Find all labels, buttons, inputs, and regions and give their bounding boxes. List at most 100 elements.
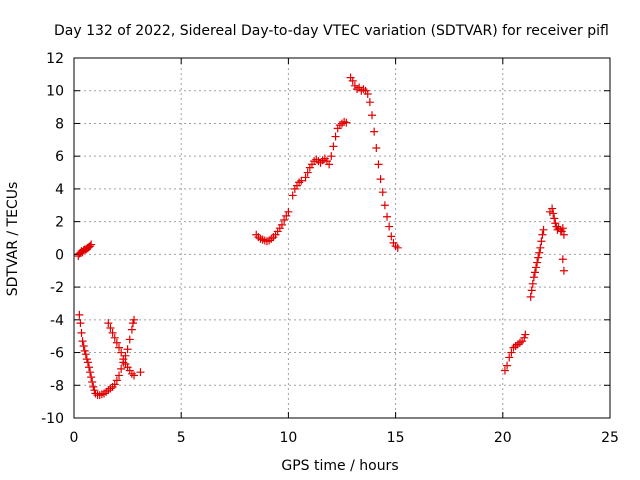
data-point	[393, 243, 402, 252]
data-point	[558, 224, 567, 233]
data-point	[380, 201, 389, 210]
data-point	[87, 373, 96, 382]
x-tick-label: 5	[177, 430, 186, 446]
data-point	[130, 315, 139, 324]
data-point	[331, 132, 340, 141]
data-point	[363, 90, 372, 98]
x-tick-label: 0	[70, 430, 79, 446]
data-point	[529, 273, 538, 282]
data-point	[558, 255, 567, 264]
data-point	[549, 209, 558, 218]
data-point	[85, 363, 94, 372]
data-point	[81, 350, 90, 359]
data-point	[530, 268, 539, 277]
x-axis-label: GPS time / hours	[281, 458, 398, 474]
plot-border	[73, 57, 611, 419]
data-point	[284, 207, 293, 216]
data-point	[115, 343, 124, 352]
y-tick-label: 2	[55, 215, 64, 231]
data-point	[128, 319, 137, 328]
data-point	[86, 242, 95, 251]
data-point	[532, 263, 541, 272]
y-tick-label: -10	[41, 411, 64, 427]
data-point	[385, 222, 394, 231]
data-point	[548, 204, 557, 213]
data-point	[365, 98, 374, 107]
y-tick-label: 10	[46, 84, 64, 100]
y-tick-label: 12	[46, 51, 64, 67]
data-point	[108, 328, 117, 337]
data-point	[559, 230, 568, 239]
data-point	[77, 328, 86, 337]
data-point	[374, 160, 383, 169]
data-point	[301, 173, 310, 182]
data-point	[387, 232, 396, 241]
data-point	[378, 188, 387, 197]
data-point	[87, 240, 96, 249]
data-point	[536, 243, 545, 252]
data-point	[89, 382, 98, 391]
data-point	[505, 353, 514, 362]
data-point	[106, 324, 115, 332]
data-point	[370, 127, 379, 136]
data-point	[520, 333, 529, 342]
data-point	[86, 368, 95, 377]
chart-title: Day 132 of 2022, Sidereal Day-to-day VTE…	[54, 23, 609, 39]
data-point	[117, 364, 126, 373]
data-point	[348, 76, 357, 85]
data-point	[78, 337, 87, 346]
data-point	[368, 111, 377, 120]
plot-frame	[73, 57, 611, 419]
y-tick-label: 4	[55, 182, 64, 198]
data-point	[526, 292, 535, 301]
data-point	[383, 212, 392, 221]
data-point	[297, 176, 306, 185]
data-point	[527, 286, 536, 295]
y-tick-label: 0	[55, 247, 64, 263]
data-point	[282, 211, 291, 220]
y-tick-label: -8	[50, 378, 64, 394]
data-points	[74, 73, 568, 400]
data-point	[76, 319, 85, 328]
data-point	[119, 355, 128, 364]
data-point	[88, 378, 97, 386]
data-point	[117, 348, 126, 357]
data-point	[80, 346, 89, 355]
data-point	[372, 144, 381, 152]
y-tick-label: -4	[50, 313, 64, 329]
data-point	[559, 266, 568, 275]
x-tick-label: 25	[601, 430, 619, 446]
data-point	[110, 333, 119, 342]
data-point	[123, 345, 132, 354]
data-point	[507, 348, 516, 357]
data-point	[104, 319, 113, 328]
y-tick-label: -2	[50, 280, 64, 296]
data-point	[538, 230, 547, 239]
data-point	[90, 386, 99, 395]
data-point	[75, 310, 84, 319]
data-point	[130, 371, 139, 380]
data-point	[83, 358, 92, 367]
data-point	[110, 380, 119, 389]
y-axis-label: SDTVAR / TECUs	[5, 182, 21, 297]
data-point	[329, 142, 338, 151]
x-axis-ticks: 0 5 10 15 20 25	[70, 58, 619, 446]
data-point	[500, 366, 509, 375]
data-point	[537, 237, 546, 246]
data-point	[338, 119, 346, 128]
grid	[74, 58, 610, 418]
data-point	[539, 225, 548, 234]
data-point	[342, 118, 351, 127]
y-tick-label: 6	[55, 149, 64, 165]
data-point	[503, 361, 512, 370]
data-point	[325, 160, 334, 169]
data-point	[288, 191, 297, 200]
y-tick-label: -6	[50, 346, 64, 362]
data-point	[112, 338, 121, 347]
data-point	[376, 175, 385, 184]
data-point	[277, 220, 286, 229]
x-tick-label: 15	[387, 430, 405, 446]
data-point	[79, 342, 88, 350]
data-point	[112, 376, 121, 385]
